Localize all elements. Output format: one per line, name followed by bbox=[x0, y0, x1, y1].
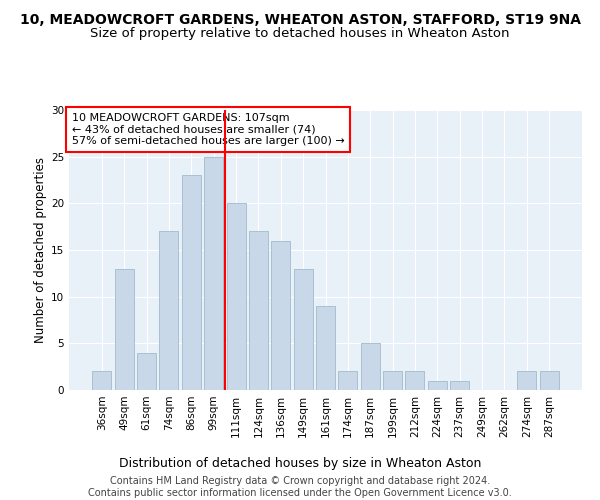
Bar bbox=[450, 380, 469, 390]
Bar bbox=[271, 240, 290, 390]
Text: Contains HM Land Registry data © Crown copyright and database right 2024.
Contai: Contains HM Land Registry data © Crown c… bbox=[88, 476, 512, 498]
Bar bbox=[137, 352, 156, 390]
Bar bbox=[406, 372, 424, 390]
Bar bbox=[293, 268, 313, 390]
Bar bbox=[182, 176, 201, 390]
Bar bbox=[249, 232, 268, 390]
Bar bbox=[338, 372, 358, 390]
Text: Size of property relative to detached houses in Wheaton Aston: Size of property relative to detached ho… bbox=[90, 28, 510, 40]
Bar bbox=[227, 204, 245, 390]
Bar bbox=[160, 232, 178, 390]
Bar bbox=[115, 268, 134, 390]
Bar bbox=[316, 306, 335, 390]
Bar bbox=[428, 380, 447, 390]
Text: 10, MEADOWCROFT GARDENS, WHEATON ASTON, STAFFORD, ST19 9NA: 10, MEADOWCROFT GARDENS, WHEATON ASTON, … bbox=[19, 12, 581, 26]
Text: 10 MEADOWCROFT GARDENS: 107sqm
← 43% of detached houses are smaller (74)
57% of : 10 MEADOWCROFT GARDENS: 107sqm ← 43% of … bbox=[71, 113, 344, 146]
Bar bbox=[204, 156, 223, 390]
Bar bbox=[383, 372, 402, 390]
Y-axis label: Number of detached properties: Number of detached properties bbox=[34, 157, 47, 343]
Bar bbox=[92, 372, 112, 390]
Bar bbox=[539, 372, 559, 390]
Bar bbox=[517, 372, 536, 390]
Bar bbox=[361, 344, 380, 390]
Text: Distribution of detached houses by size in Wheaton Aston: Distribution of detached houses by size … bbox=[119, 458, 481, 470]
